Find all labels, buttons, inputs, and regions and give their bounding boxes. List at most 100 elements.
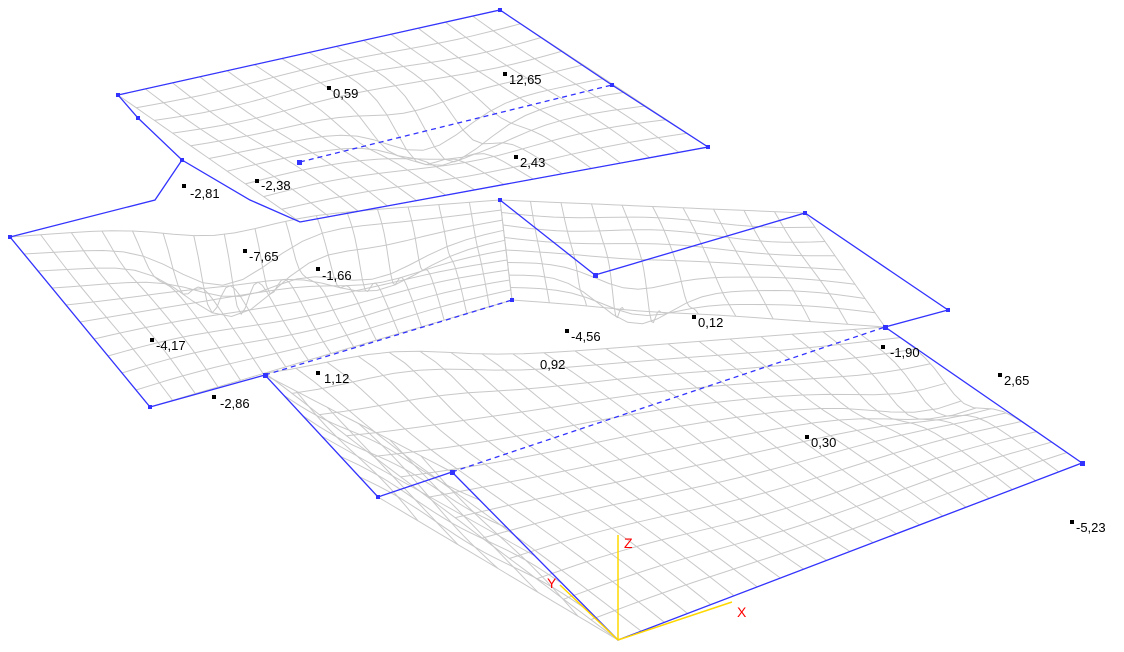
boundary-node xyxy=(510,298,514,302)
value-marker: 0,30 xyxy=(805,435,836,450)
value-label: -1,90 xyxy=(890,345,920,360)
y-axis-line xyxy=(559,584,619,641)
deformed-mesh xyxy=(9,9,1083,641)
mesh-line xyxy=(295,367,642,632)
value-marker: -4,17 xyxy=(150,338,186,353)
mesh-line xyxy=(264,372,619,641)
value-label: -5,23 xyxy=(1076,520,1106,535)
value-marker: -7,65 xyxy=(243,249,279,264)
mesh-line xyxy=(135,289,511,391)
boundary-node xyxy=(498,8,502,12)
coordinate-axes: Z Y X xyxy=(547,535,747,641)
mesh-line xyxy=(23,209,502,286)
value-label: -2,81 xyxy=(190,186,220,201)
value-label: -4,17 xyxy=(156,338,186,353)
mesh-line xyxy=(358,476,591,613)
deflection-labels: 0,59 12,65 2,43 -2,81 -2,38 -7,65 -1,66 … xyxy=(150,72,1106,535)
mesh-line xyxy=(667,343,920,526)
value-label: 0,92 xyxy=(540,357,565,372)
left-slab-support-line xyxy=(264,299,513,376)
mesh-line xyxy=(132,230,241,381)
mesh-line xyxy=(419,350,735,597)
mesh-line xyxy=(245,105,646,185)
mesh-line xyxy=(450,352,758,588)
mesh-line xyxy=(502,224,826,243)
mesh-line xyxy=(373,382,946,457)
mesh-line xyxy=(499,199,806,214)
value-marker: 0,92 xyxy=(540,357,565,372)
mesh-line xyxy=(574,350,851,552)
value-marker: -2,38 xyxy=(255,178,291,193)
x-axis-line xyxy=(617,601,733,641)
value-marker: 2,65 xyxy=(998,373,1029,388)
right-slab-outline xyxy=(499,199,1083,464)
boundary-node xyxy=(180,158,184,162)
value-marker: 2,43 xyxy=(514,155,545,170)
value-label: -4,56 xyxy=(571,329,601,344)
value-label: -1,66 xyxy=(322,268,352,283)
boundary-node xyxy=(593,273,598,278)
mesh-line xyxy=(283,394,480,501)
mesh-line xyxy=(468,202,490,307)
mesh-line xyxy=(590,452,1067,621)
mesh-line xyxy=(208,78,605,159)
mesh-line xyxy=(377,496,619,641)
mesh-line xyxy=(51,229,504,297)
mesh-line xyxy=(605,348,874,544)
mesh-line xyxy=(281,132,688,210)
right-slab-support-line xyxy=(451,326,886,473)
mesh-line xyxy=(121,279,510,374)
mesh-line xyxy=(504,237,835,257)
mesh-line xyxy=(512,353,804,570)
value-label: -7,65 xyxy=(249,249,279,264)
mesh-line xyxy=(264,326,886,374)
mesh-line xyxy=(508,274,866,325)
mesh-line xyxy=(482,412,1007,539)
mesh-line xyxy=(346,211,400,334)
x-axis-label: X xyxy=(737,604,747,620)
left-slab-lower-outline xyxy=(9,236,266,408)
mesh-line xyxy=(729,338,967,508)
mesh-line xyxy=(481,353,781,579)
value-marker: -4,56 xyxy=(565,329,601,344)
boundary-node xyxy=(136,116,140,120)
value-label: 2,43 xyxy=(520,155,545,170)
mesh-line xyxy=(9,199,501,238)
mesh-line xyxy=(227,91,625,172)
mesh-line xyxy=(377,209,422,327)
mesh-line xyxy=(510,287,876,317)
mesh-line xyxy=(79,249,507,323)
mesh-line xyxy=(136,23,521,109)
boundary-node xyxy=(297,160,302,165)
mesh-line xyxy=(319,348,916,416)
mesh-line xyxy=(172,50,563,134)
value-marker: -2,81 xyxy=(182,184,220,201)
mesh-line xyxy=(536,431,1037,580)
mesh-line xyxy=(636,345,897,535)
mesh-line xyxy=(591,203,625,319)
mesh-line xyxy=(543,352,828,561)
mesh-line xyxy=(93,259,508,340)
mesh-line xyxy=(292,337,901,394)
mesh-line xyxy=(263,119,667,198)
mesh-line xyxy=(791,333,1013,490)
z-axis-label: Z xyxy=(624,535,633,551)
mesh-line xyxy=(336,45,534,180)
mesh-line xyxy=(302,415,508,529)
boundary-node xyxy=(610,83,614,87)
boundary-node xyxy=(450,470,455,475)
boundary-node xyxy=(1080,461,1085,466)
value-marker: -2,86 xyxy=(212,395,250,411)
mesh-line xyxy=(511,299,886,328)
boundary-node xyxy=(498,198,502,202)
value-marker: 12,65 xyxy=(503,72,542,87)
mesh-line xyxy=(388,351,712,605)
top-slab-outline xyxy=(117,9,710,223)
value-label: 1,12 xyxy=(324,371,349,386)
mesh-line xyxy=(326,361,665,623)
value-marker: 0,59 xyxy=(327,86,358,101)
value-label: 0,59 xyxy=(333,86,358,101)
boundary-node xyxy=(148,405,152,409)
